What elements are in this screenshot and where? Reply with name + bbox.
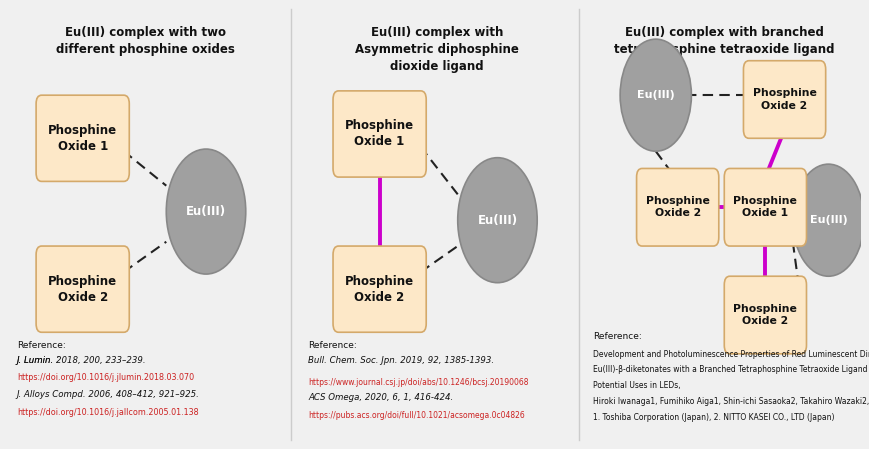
Text: Phosphine
Oxide 2: Phosphine Oxide 2 (345, 275, 414, 304)
Text: Eu(III): Eu(III) (186, 205, 226, 218)
Text: https://doi.org/10.1016/j.jallcom.2005.01.138: https://doi.org/10.1016/j.jallcom.2005.0… (17, 408, 198, 417)
FancyBboxPatch shape (333, 91, 426, 177)
Text: Development and Photoluminescence Properties of Red Luminescent Dinuclear: Development and Photoluminescence Proper… (592, 349, 869, 358)
Text: Phosphine
Oxide 1: Phosphine Oxide 1 (345, 119, 414, 149)
FancyBboxPatch shape (636, 168, 718, 246)
Ellipse shape (620, 39, 691, 151)
Ellipse shape (166, 149, 245, 274)
FancyBboxPatch shape (333, 246, 426, 332)
Text: Eu(III)-β-diketonates with a Branched Tetraphosphine Tetraoxide Ligand for: Eu(III)-β-diketonates with a Branched Te… (592, 365, 869, 374)
Text: Reference:: Reference: (308, 341, 356, 350)
Text: Phosphine
Oxide 2: Phosphine Oxide 2 (645, 196, 709, 219)
Text: Hiroki Iwanaga1, Fumihiko Aiga1, Shin-ichi Sasaoka2, Takahiro Wazaki2,: Hiroki Iwanaga1, Fumihiko Aiga1, Shin-ic… (592, 397, 868, 406)
FancyBboxPatch shape (36, 95, 129, 181)
Text: Phosphine
Oxide 1: Phosphine Oxide 1 (733, 196, 796, 219)
Text: Phosphine
Oxide 2: Phosphine Oxide 2 (48, 275, 117, 304)
Text: https://doi.org/10.1016/j.jlumin.2018.03.070: https://doi.org/10.1016/j.jlumin.2018.03… (17, 373, 194, 382)
Text: J. Alloys Compd. 2006, 408–412, 921–925.: J. Alloys Compd. 2006, 408–412, 921–925. (17, 391, 200, 400)
Text: Reference:: Reference: (592, 332, 640, 341)
FancyBboxPatch shape (36, 246, 129, 332)
Text: Phosphine
Oxide 2: Phosphine Oxide 2 (752, 88, 816, 111)
Text: Eu(III): Eu(III) (477, 214, 517, 227)
Text: J. Lumin. ‘: J. Lumin. ‘ (17, 356, 60, 365)
FancyBboxPatch shape (723, 276, 806, 354)
Text: Phosphine
Oxide 1: Phosphine Oxide 1 (48, 124, 117, 153)
Text: 1. Toshiba Corporation (Japan), 2. NITTO KASEI CO., LTD (Japan): 1. Toshiba Corporation (Japan), 2. NITTO… (592, 413, 833, 423)
Text: Eu(III): Eu(III) (809, 215, 846, 225)
Text: https://www.journal.csj.jp/doi/abs/10.1246/bcsj.20190068: https://www.journal.csj.jp/doi/abs/10.12… (308, 378, 528, 387)
FancyBboxPatch shape (723, 168, 806, 246)
Text: Potential Uses in LEDs,: Potential Uses in LEDs, (592, 381, 680, 390)
Text: Phosphine
Oxide 2: Phosphine Oxide 2 (733, 304, 796, 326)
Ellipse shape (792, 164, 863, 276)
Text: Eu(III) complex with branched
tetraphosphine tetraoxide ligand: Eu(III) complex with branched tetraphosp… (614, 26, 833, 56)
Text: Eu(III): Eu(III) (636, 90, 673, 100)
Ellipse shape (457, 158, 536, 283)
FancyBboxPatch shape (743, 61, 825, 138)
Text: Bull. Chem. Soc. Jpn. 2019, 92, 1385-1393.: Bull. Chem. Soc. Jpn. 2019, 92, 1385-139… (308, 356, 494, 365)
Text: ACS Omega, 2020, 6, 1, 416-424.: ACS Omega, 2020, 6, 1, 416-424. (308, 393, 453, 402)
Text: https://pubs.acs.org/doi/full/10.1021/acsomega.0c04826: https://pubs.acs.org/doi/full/10.1021/ac… (308, 411, 525, 420)
Text: Reference:: Reference: (17, 341, 65, 350)
Text: Eu(III) complex with two
different phosphine oxides: Eu(III) complex with two different phosp… (56, 26, 235, 56)
Text: Eu(III) complex with
Asymmetric diphosphine
dioxide ligand: Eu(III) complex with Asymmetric diphosph… (355, 26, 519, 73)
Text: J. Lumin. 2018, 200, 233–239.: J. Lumin. 2018, 200, 233–239. (17, 356, 146, 365)
